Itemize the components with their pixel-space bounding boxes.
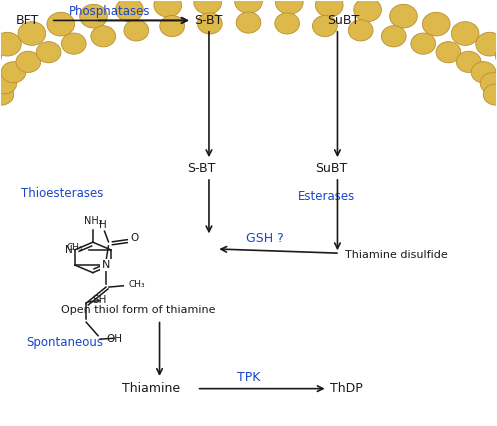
Circle shape	[483, 84, 497, 105]
Text: S-BT: S-BT	[194, 14, 223, 27]
Circle shape	[390, 4, 417, 28]
Circle shape	[496, 44, 497, 68]
Circle shape	[313, 15, 337, 37]
Circle shape	[235, 0, 262, 13]
Text: S-BT: S-BT	[187, 162, 215, 175]
Text: Open thiol form of thiamine: Open thiol form of thiamine	[61, 305, 215, 315]
Circle shape	[480, 73, 497, 94]
Circle shape	[62, 33, 86, 54]
Text: N: N	[103, 260, 111, 270]
Circle shape	[18, 22, 46, 46]
Circle shape	[236, 12, 261, 33]
Circle shape	[316, 0, 343, 17]
Circle shape	[411, 33, 435, 54]
Text: NH₂: NH₂	[83, 216, 102, 226]
Text: SuBT: SuBT	[328, 14, 360, 27]
Circle shape	[476, 32, 497, 56]
Text: N: N	[102, 260, 110, 270]
Text: CH₃: CH₃	[66, 243, 83, 252]
Circle shape	[194, 0, 222, 14]
Circle shape	[47, 12, 75, 36]
Text: Thiamine disulfide: Thiamine disulfide	[345, 250, 448, 260]
Text: SH: SH	[92, 295, 106, 305]
Text: GSH ?: GSH ?	[246, 232, 284, 245]
Circle shape	[154, 0, 181, 17]
Circle shape	[275, 0, 303, 14]
Text: N: N	[65, 245, 73, 255]
Circle shape	[36, 42, 61, 63]
Circle shape	[451, 22, 479, 46]
Circle shape	[348, 20, 373, 41]
Circle shape	[471, 62, 496, 83]
Text: ThDP: ThDP	[330, 382, 363, 395]
Circle shape	[381, 26, 406, 47]
Text: Thioesterases: Thioesterases	[21, 187, 103, 201]
Circle shape	[0, 73, 17, 94]
Circle shape	[0, 44, 1, 68]
Circle shape	[91, 26, 116, 47]
Text: Spontaneous: Spontaneous	[26, 336, 103, 348]
Circle shape	[436, 42, 461, 63]
Text: BFT: BFT	[16, 14, 39, 27]
Circle shape	[124, 20, 149, 41]
Circle shape	[275, 13, 300, 34]
Text: Phosphatases: Phosphatases	[70, 6, 151, 18]
Circle shape	[16, 51, 41, 72]
Text: Esterases: Esterases	[298, 190, 355, 203]
Circle shape	[0, 84, 14, 105]
Text: CH₃: CH₃	[128, 280, 145, 289]
Circle shape	[1, 62, 26, 83]
Circle shape	[0, 32, 21, 56]
Circle shape	[116, 0, 143, 22]
Circle shape	[422, 12, 450, 36]
Text: OH: OH	[106, 334, 122, 344]
Circle shape	[160, 15, 184, 37]
Text: SuBT: SuBT	[315, 162, 347, 175]
Text: H: H	[98, 220, 106, 230]
Text: O: O	[131, 233, 139, 242]
Text: Thiamine: Thiamine	[122, 382, 180, 395]
Circle shape	[456, 51, 481, 72]
Circle shape	[197, 13, 222, 34]
Circle shape	[354, 0, 381, 22]
Circle shape	[80, 4, 107, 28]
Text: TPK: TPK	[237, 371, 260, 384]
